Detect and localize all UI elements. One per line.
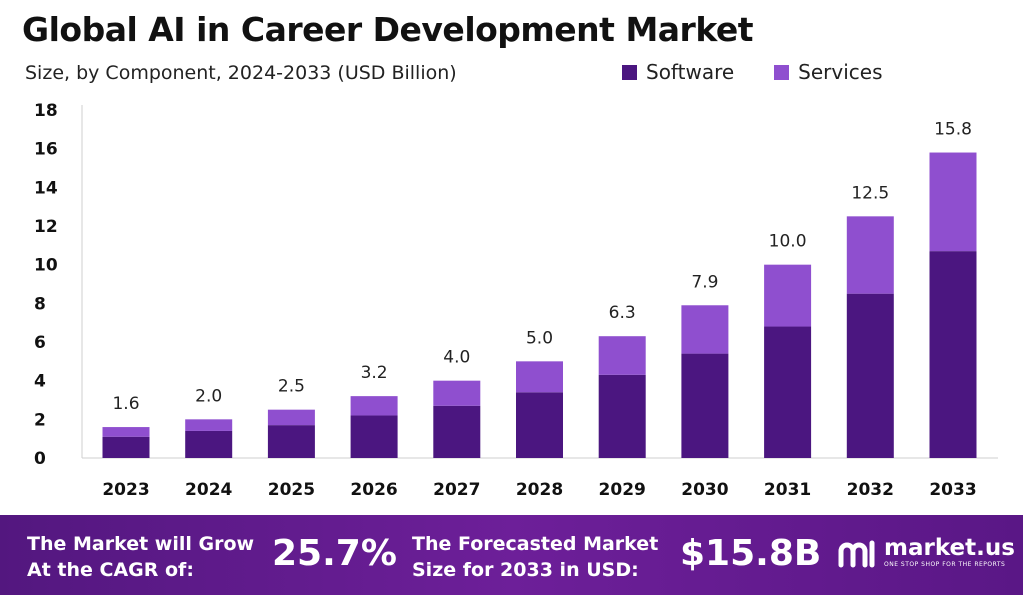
total-label-2030: 7.9 bbox=[691, 272, 718, 292]
chart-subtitle: Size, by Component, 2024-2033 (USD Billi… bbox=[25, 62, 457, 84]
y-tick-label: 0 bbox=[34, 449, 46, 469]
bar-services-2025 bbox=[267, 409, 315, 426]
total-label-2028: 5.0 bbox=[526, 328, 553, 348]
logo-name: market.us bbox=[884, 534, 1015, 561]
y-tick-label: 4 bbox=[34, 372, 46, 392]
total-label-2029: 6.3 bbox=[609, 303, 636, 323]
bar-services-2024 bbox=[185, 419, 233, 431]
legend-swatch-software bbox=[622, 64, 637, 80]
y-tick-label: 8 bbox=[34, 294, 46, 314]
bar-services-2027 bbox=[433, 380, 481, 406]
y-tick-label: 14 bbox=[34, 178, 58, 198]
cagr-value: 25.7% bbox=[272, 533, 397, 574]
summary-banner: The Market will Grow At the CAGR of: 25.… bbox=[0, 515, 1023, 595]
x-tick-label-2025: 2025 bbox=[268, 480, 315, 500]
legend-label-services: Services bbox=[798, 60, 883, 84]
bar-services-2031 bbox=[764, 264, 812, 327]
bar-services-2030 bbox=[681, 305, 729, 354]
x-tick-label-2028: 2028 bbox=[516, 480, 563, 500]
forecast-label: The Forecasted Market Size for 2033 in U… bbox=[412, 531, 658, 583]
total-label-2024: 2.0 bbox=[195, 386, 222, 406]
bar-software-2032 bbox=[846, 293, 894, 458]
bar-services-2028 bbox=[516, 361, 563, 393]
y-tick-label: 6 bbox=[34, 333, 46, 353]
x-tick-label-2026: 2026 bbox=[350, 480, 397, 500]
total-label-2026: 3.2 bbox=[361, 363, 388, 383]
cagr-label-line1: The Market will Grow bbox=[27, 533, 255, 555]
bar-software-2028 bbox=[516, 392, 563, 458]
y-tick-label: 18 bbox=[34, 101, 58, 121]
bar-software-2027 bbox=[433, 405, 481, 458]
legend-item-software: Software bbox=[622, 60, 734, 84]
legend-item-services: Services bbox=[774, 60, 883, 84]
total-label-2025: 2.5 bbox=[278, 377, 305, 397]
bar-services-2033 bbox=[929, 152, 977, 252]
x-tick-label-2029: 2029 bbox=[599, 480, 646, 500]
x-tick-label-2030: 2030 bbox=[681, 480, 728, 500]
x-tick-label-2024: 2024 bbox=[185, 480, 232, 500]
cagr-label-line2: At the CAGR of: bbox=[27, 559, 194, 581]
y-tick-label: 2 bbox=[34, 410, 46, 430]
bar-chart: 0 2 4 6 8 10 12 14 16 18 1.6 2023 2.0 2024 2.5 2025 3.2 2… bbox=[34, 101, 998, 500]
forecast-label-line2: Size for 2033 in USD: bbox=[412, 559, 639, 581]
x-tick-label-2032: 2032 bbox=[847, 480, 894, 500]
bar-services-2026 bbox=[350, 396, 398, 416]
logo-tagline: ONE STOP SHOP FOR THE REPORTS bbox=[884, 560, 1006, 568]
bar-software-2029 bbox=[598, 374, 646, 458]
x-tick-label-2033: 2033 bbox=[929, 480, 976, 500]
total-label-2031: 10.0 bbox=[769, 232, 807, 252]
x-tick-label-2031: 2031 bbox=[764, 480, 811, 500]
brand-logo: market.us ONE STOP SHOP FOR THE REPORTS bbox=[838, 535, 1015, 569]
forecast-label-line1: The Forecasted Market bbox=[412, 533, 659, 555]
bar-software-2033 bbox=[929, 251, 977, 458]
market-us-logo-icon bbox=[838, 540, 875, 568]
bar-services-2032 bbox=[846, 216, 894, 294]
bar-software-2031 bbox=[764, 326, 812, 458]
total-label-2033: 15.8 bbox=[934, 120, 972, 140]
chart-legend: Software Services bbox=[622, 60, 883, 84]
y-tick-label: 12 bbox=[34, 217, 58, 237]
cagr-label: The Market will Grow At the CAGR of: bbox=[27, 531, 254, 583]
total-label-2032: 12.5 bbox=[851, 183, 889, 203]
bar-software-2024 bbox=[185, 430, 233, 458]
forecast-value: $15.8B bbox=[680, 533, 822, 574]
bar-software-2030 bbox=[681, 353, 729, 458]
bar-services-2029 bbox=[598, 336, 646, 375]
chart-title: Global AI in Career Development Market bbox=[22, 10, 754, 49]
bar-software-2025 bbox=[267, 425, 315, 458]
total-label-2023: 1.6 bbox=[112, 394, 139, 414]
bar-services-2023 bbox=[102, 427, 150, 437]
total-label-2027: 4.0 bbox=[443, 348, 470, 368]
legend-label-software: Software bbox=[646, 60, 735, 84]
y-tick-label: 16 bbox=[34, 140, 58, 160]
y-tick-label: 10 bbox=[34, 256, 58, 276]
bar-software-2023 bbox=[102, 436, 150, 458]
bar-software-2026 bbox=[350, 415, 398, 458]
x-tick-label-2023: 2023 bbox=[102, 480, 149, 500]
legend-swatch-services bbox=[774, 64, 790, 80]
x-tick-label-2027: 2027 bbox=[433, 480, 480, 500]
